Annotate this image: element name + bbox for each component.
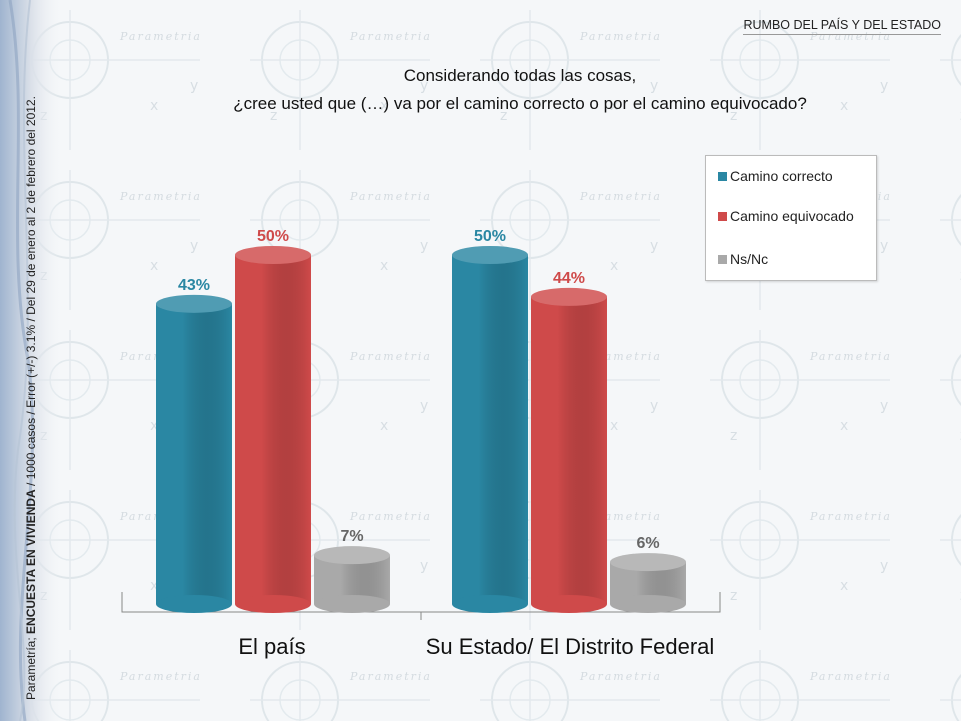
bar-nsnc-1 [610, 553, 686, 613]
data-label: 7% [340, 528, 363, 545]
bar-equivocado-1 [531, 287, 607, 613]
category-label: Su Estado/ El Distrito Federal [426, 634, 715, 659]
bar-correcto-0 [156, 294, 232, 613]
bar-equivocado-0 [235, 246, 311, 613]
bar-nsnc-0 [314, 546, 390, 613]
legend-label-nsnc: Ns/Nc [730, 251, 769, 267]
decorative-side-strip [0, 0, 60, 721]
question-line-2: ¿cree usted que (…) va por el camino cor… [233, 94, 807, 113]
legend-item-nsnc: Ns/Nc [718, 251, 769, 267]
section-title: RUMBO DEL PAÍS Y DEL ESTADO [743, 18, 941, 35]
data-label: 50% [257, 228, 289, 245]
legend-item-equivocado: Camino equivocado [718, 208, 854, 224]
data-label: 43% [178, 277, 210, 294]
legend-item-correcto: Camino correcto [718, 168, 833, 184]
question-line-1: Considerando todas las cosas, [403, 66, 637, 85]
data-label: 6% [636, 535, 659, 552]
bar-correcto-1 [452, 246, 528, 613]
legend-swatch-nsnc [718, 255, 727, 264]
legend-swatch-equivocado [718, 212, 727, 221]
legend-label-equivocado: Camino equivocado [730, 208, 854, 224]
legend-label-correcto: Camino correcto [730, 168, 833, 184]
chart-legend: Camino correcto Camino equivocado Ns/Nc [705, 155, 877, 281]
data-label: 44% [553, 270, 585, 287]
legend-swatch-correcto [718, 172, 727, 181]
category-label: El país [238, 634, 305, 659]
data-label: 50% [474, 228, 506, 245]
